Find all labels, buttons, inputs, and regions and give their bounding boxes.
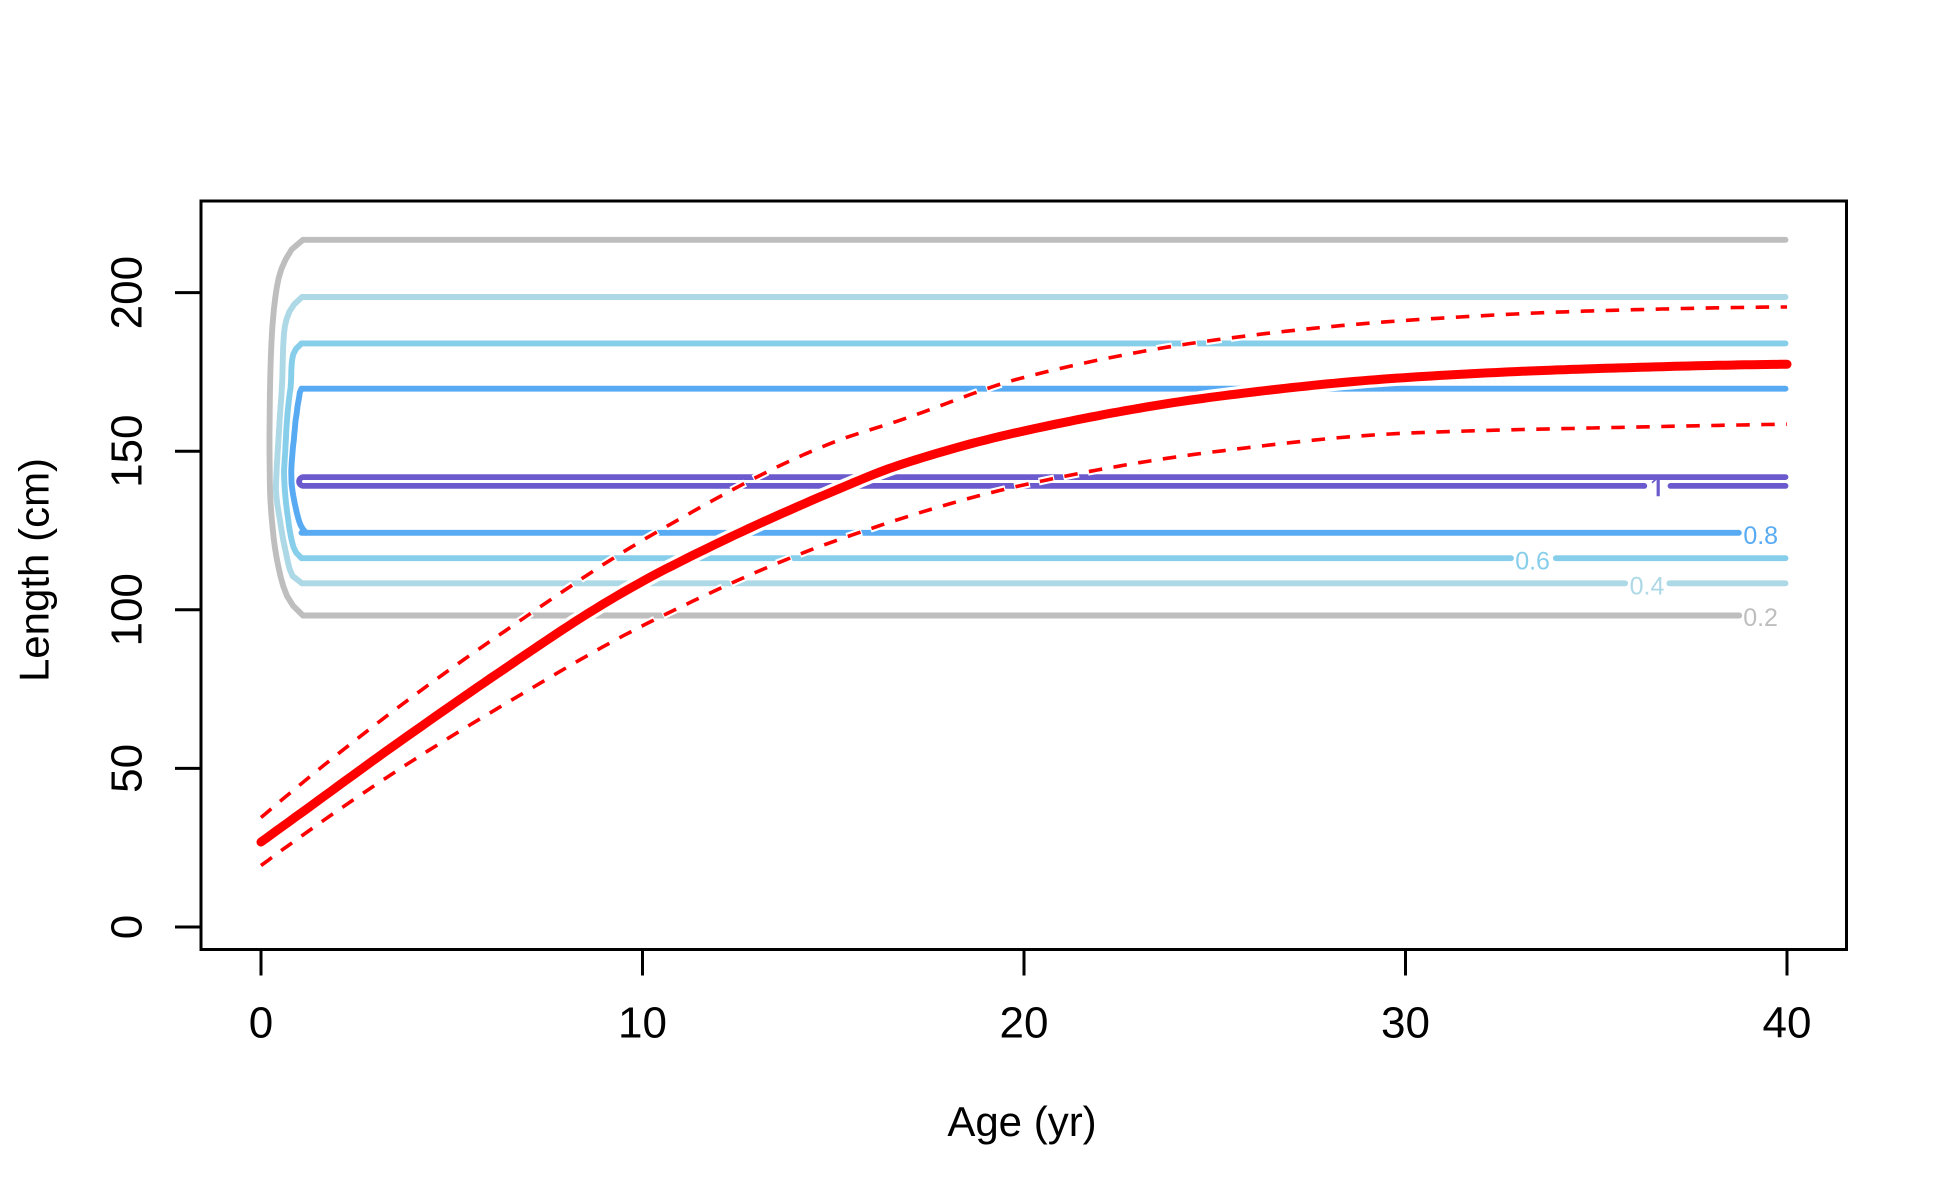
svg-text:0.4: 0.4: [1630, 573, 1665, 601]
svg-text:Length (cm): Length (cm): [11, 458, 58, 682]
svg-text:40: 40: [1763, 999, 1812, 1048]
svg-text:30: 30: [1381, 999, 1430, 1048]
svg-text:0.2: 0.2: [1743, 604, 1778, 632]
svg-text:0.6: 0.6: [1515, 547, 1550, 575]
svg-text:50: 50: [103, 744, 152, 793]
svg-text:200: 200: [103, 256, 152, 329]
svg-text:0.8: 0.8: [1743, 522, 1778, 550]
svg-text:100: 100: [103, 573, 152, 646]
svg-text:10: 10: [618, 999, 667, 1048]
svg-text:0: 0: [249, 999, 273, 1048]
svg-text:150: 150: [103, 414, 152, 487]
svg-text:0: 0: [103, 915, 152, 939]
svg-text:20: 20: [1000, 999, 1049, 1048]
svg-text:Age (yr): Age (yr): [947, 1098, 1096, 1145]
